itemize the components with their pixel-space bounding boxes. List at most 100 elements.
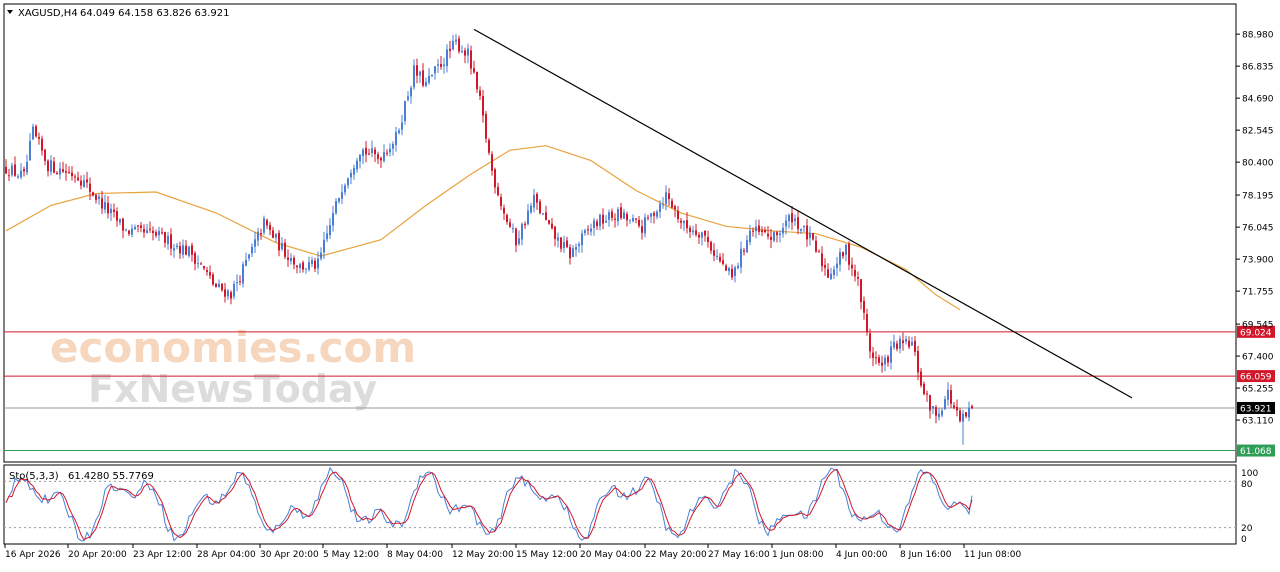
candle-body <box>917 350 919 373</box>
candle-body <box>929 395 931 411</box>
candle-body <box>959 410 961 422</box>
time-label: 22 May 20:00 <box>645 550 707 560</box>
candle-body <box>308 262 310 270</box>
time-label: 12 May 20:00 <box>452 550 514 560</box>
candle-body <box>239 281 241 283</box>
candle-body <box>452 40 454 50</box>
time-label: 16 Apr 2026 <box>5 550 61 560</box>
symbol-label: XAGUSD,H4 <box>18 8 78 19</box>
chevron-down-icon[interactable] <box>7 10 13 14</box>
candle-body <box>353 167 355 175</box>
trendline-layer[interactable] <box>473 28 1133 399</box>
candle-body <box>596 221 598 227</box>
candle-body <box>140 225 142 228</box>
candle-body <box>335 201 337 214</box>
candle-body <box>323 239 325 253</box>
candle-body <box>521 223 523 240</box>
candle-body <box>830 273 832 280</box>
candle-body <box>494 169 496 188</box>
candle-body <box>797 217 799 230</box>
candle-body <box>254 239 256 247</box>
price-tick-78.195: 78.195 <box>1242 192 1274 202</box>
candles-layer <box>5 34 973 445</box>
candle-body <box>113 209 115 212</box>
candle-body <box>119 219 121 223</box>
candle-body <box>755 226 757 232</box>
candle-body <box>122 218 124 231</box>
stochastic-layer <box>4 466 1236 542</box>
candle-body <box>449 48 451 51</box>
candle-body <box>71 172 73 177</box>
candle-body <box>260 233 262 235</box>
candle-body <box>302 262 304 270</box>
candle-body <box>137 225 139 227</box>
candle-body <box>383 152 385 161</box>
candle-body <box>305 268 307 270</box>
candle-body <box>455 39 457 42</box>
candle-body <box>182 245 184 255</box>
candle-body <box>422 70 424 86</box>
watermark-economies: economies.com <box>50 323 416 372</box>
candle-body <box>116 211 118 221</box>
candle-body <box>5 166 7 174</box>
price-tick-71.755: 71.755 <box>1242 288 1274 298</box>
price-tick-82.545: 82.545 <box>1242 127 1274 137</box>
candle-body <box>527 210 529 225</box>
candle-body <box>425 81 427 86</box>
candle-body <box>467 48 469 56</box>
time-label: 8 May 04:00 <box>387 550 443 560</box>
candle-body <box>146 229 148 234</box>
time-label: 4 Jun 00:00 <box>836 550 888 560</box>
candle-body <box>698 234 700 238</box>
candle-body <box>359 154 361 162</box>
level-tag-63.921 <box>1237 401 1275 414</box>
candle-body <box>44 149 46 161</box>
candle-body <box>407 96 409 100</box>
candle-body <box>473 68 475 73</box>
time-label: 15 May 12:00 <box>516 550 578 560</box>
candle-body <box>578 243 580 246</box>
candle-body <box>83 180 85 188</box>
candle-body <box>53 161 55 173</box>
candle-body <box>389 148 391 153</box>
price-tick-73.900: 73.900 <box>1242 256 1274 266</box>
candle-body <box>866 314 868 332</box>
candle-body <box>188 246 190 256</box>
candle-body <box>74 176 76 178</box>
candle-body <box>326 233 328 240</box>
candle-body <box>968 407 970 418</box>
candle-body <box>632 217 634 222</box>
candle-body <box>602 214 604 224</box>
candle-body <box>686 220 688 229</box>
candle-body <box>560 237 562 249</box>
moving-average-line <box>5 145 961 311</box>
candle-body <box>641 226 643 233</box>
candle-body <box>68 171 70 173</box>
candle-body <box>914 340 916 352</box>
candle-body <box>446 49 448 67</box>
candle-body <box>23 169 25 172</box>
candle-body <box>170 234 172 249</box>
candle-body <box>380 157 382 161</box>
candle-body <box>953 405 955 408</box>
candle-body <box>413 65 415 88</box>
downtrend-line[interactable] <box>473 28 1133 399</box>
candle-body <box>488 139 490 153</box>
candle-body <box>485 114 487 139</box>
price-tick-67.400: 67.400 <box>1242 353 1274 363</box>
time-label: 20 May 04:00 <box>580 550 642 560</box>
candle-body <box>881 362 883 366</box>
candle-body <box>299 264 301 268</box>
candle-body <box>884 357 886 365</box>
time-label: 23 Apr 12:00 <box>133 550 192 560</box>
candle-body <box>29 140 31 161</box>
candle-body <box>941 410 943 416</box>
candle-body <box>926 393 928 395</box>
candle-body <box>356 160 358 170</box>
candle-body <box>572 248 574 258</box>
candle-body <box>230 292 232 299</box>
candle-body <box>41 138 43 151</box>
candle-body <box>680 220 682 223</box>
moving-average-layer <box>5 145 961 311</box>
